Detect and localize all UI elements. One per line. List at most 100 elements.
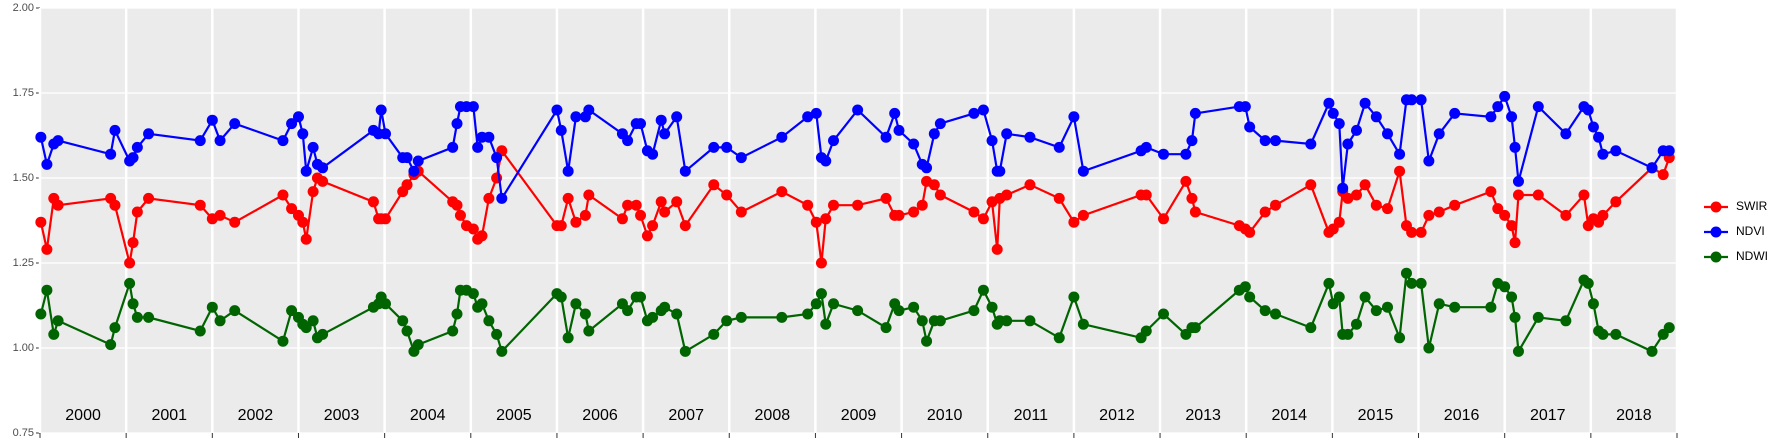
year-label: 2015 bbox=[1358, 407, 1394, 424]
point bbox=[214, 315, 226, 327]
point bbox=[1423, 342, 1435, 354]
point bbox=[1485, 301, 1497, 313]
point bbox=[570, 298, 582, 310]
point bbox=[659, 206, 671, 218]
point bbox=[1485, 186, 1497, 198]
point bbox=[1077, 165, 1089, 177]
point bbox=[1189, 107, 1201, 119]
point bbox=[41, 284, 53, 296]
point bbox=[1433, 298, 1445, 310]
point bbox=[908, 206, 920, 218]
point bbox=[1406, 277, 1418, 289]
point bbox=[721, 189, 733, 201]
point bbox=[1433, 128, 1445, 140]
point bbox=[124, 277, 136, 289]
point bbox=[1663, 145, 1675, 157]
point bbox=[467, 288, 479, 300]
year-label: 2000 bbox=[65, 407, 101, 424]
point bbox=[622, 199, 634, 211]
point bbox=[721, 141, 733, 153]
point bbox=[802, 308, 814, 320]
point bbox=[1597, 328, 1609, 340]
point bbox=[708, 328, 720, 340]
point bbox=[214, 209, 226, 221]
point bbox=[562, 165, 574, 177]
point bbox=[583, 104, 595, 116]
point bbox=[1512, 175, 1524, 187]
point bbox=[1509, 311, 1521, 323]
point bbox=[1270, 135, 1282, 147]
point bbox=[1560, 209, 1572, 221]
point bbox=[1394, 148, 1406, 160]
point bbox=[1663, 322, 1675, 334]
point bbox=[127, 237, 139, 249]
year-label: 2017 bbox=[1530, 407, 1566, 424]
y-tick-label: 1.75 bbox=[13, 87, 34, 99]
point bbox=[109, 199, 121, 211]
point bbox=[131, 311, 143, 323]
point bbox=[1189, 322, 1201, 334]
point bbox=[109, 124, 121, 136]
year-label: 2008 bbox=[755, 407, 791, 424]
point bbox=[622, 135, 634, 147]
point bbox=[1382, 301, 1394, 313]
legend-key bbox=[1710, 226, 1722, 238]
point bbox=[1077, 318, 1089, 330]
point bbox=[483, 131, 495, 143]
point bbox=[893, 124, 905, 136]
point bbox=[143, 128, 155, 140]
point bbox=[375, 104, 387, 116]
point bbox=[476, 230, 488, 242]
point bbox=[1560, 128, 1572, 140]
point bbox=[671, 111, 683, 123]
point bbox=[852, 305, 864, 317]
point bbox=[921, 335, 933, 347]
point bbox=[570, 216, 582, 228]
point bbox=[1433, 206, 1445, 218]
point bbox=[491, 152, 503, 164]
point bbox=[889, 107, 901, 119]
point bbox=[659, 128, 671, 140]
point bbox=[1342, 192, 1354, 204]
point bbox=[1001, 128, 1013, 140]
point bbox=[124, 257, 136, 269]
point bbox=[679, 345, 691, 357]
point bbox=[48, 328, 60, 340]
point bbox=[451, 199, 463, 211]
point bbox=[1342, 138, 1354, 150]
point bbox=[206, 301, 218, 313]
point bbox=[1359, 97, 1371, 109]
point bbox=[635, 118, 647, 130]
point bbox=[41, 158, 53, 170]
point bbox=[1560, 315, 1572, 327]
year-label: 2005 bbox=[496, 407, 532, 424]
point bbox=[143, 192, 155, 204]
point bbox=[1492, 101, 1504, 113]
point bbox=[679, 165, 691, 177]
legend-label: NDVI bbox=[1736, 224, 1765, 238]
series bbox=[35, 90, 1675, 204]
point bbox=[1068, 216, 1080, 228]
point bbox=[307, 141, 319, 153]
point bbox=[286, 305, 298, 317]
point bbox=[1499, 90, 1511, 102]
point bbox=[828, 135, 840, 147]
point bbox=[616, 213, 628, 225]
point bbox=[52, 135, 64, 147]
point bbox=[447, 325, 459, 337]
point bbox=[1492, 203, 1504, 215]
point bbox=[776, 311, 788, 323]
point bbox=[1657, 169, 1669, 181]
point bbox=[1394, 165, 1406, 177]
point bbox=[1532, 311, 1544, 323]
point bbox=[802, 111, 814, 123]
point bbox=[893, 305, 905, 317]
point bbox=[277, 189, 289, 201]
point bbox=[286, 118, 298, 130]
point bbox=[491, 328, 503, 340]
point bbox=[1394, 332, 1406, 344]
point bbox=[229, 305, 241, 317]
point bbox=[1593, 131, 1605, 143]
point bbox=[659, 301, 671, 313]
point bbox=[483, 192, 495, 204]
